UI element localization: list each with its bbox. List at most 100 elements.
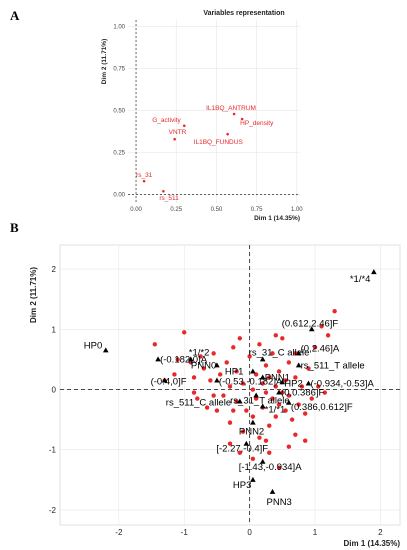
individual-point xyxy=(208,378,213,383)
individual-point xyxy=(231,345,236,350)
category-triangle xyxy=(187,356,194,362)
variable-label: VNTR xyxy=(169,129,187,136)
category-label: *1/*1 xyxy=(265,404,286,415)
category-label: *1/*2 xyxy=(189,347,210,358)
individual-point xyxy=(237,450,243,455)
panel-label-a: A xyxy=(10,8,20,23)
chart-b-xlabel: Dim 1 (14.35%) xyxy=(344,539,401,548)
x-tick-label-b: -2 xyxy=(115,528,123,537)
plot-area-a xyxy=(128,20,300,203)
category-label: rs_511_T allele xyxy=(301,360,365,371)
category-triangle xyxy=(259,458,266,464)
individual-point xyxy=(263,363,269,368)
individual-point xyxy=(325,333,331,338)
category-label: *1/*4 xyxy=(350,274,371,285)
category-label: [-1.43,-0.934]A xyxy=(239,462,303,473)
category-label: HP0 xyxy=(84,340,102,351)
panel-label-b: B xyxy=(10,220,19,235)
individual-point xyxy=(201,366,207,371)
variable-point xyxy=(240,117,244,121)
category-label: rs_31_C allele xyxy=(249,347,310,358)
individual-point xyxy=(280,336,285,341)
category-triangle xyxy=(155,356,161,362)
individual-point xyxy=(244,408,249,413)
individual-point xyxy=(227,441,233,446)
category-triangle xyxy=(250,419,256,425)
individual-point xyxy=(237,336,243,341)
category-triangle xyxy=(269,488,276,494)
y-tick-label-a: 0.75 xyxy=(113,67,125,73)
individual-point xyxy=(322,390,328,395)
individual-point xyxy=(227,420,233,425)
individual-point xyxy=(276,402,282,407)
variable-point xyxy=(173,137,176,141)
individual-point xyxy=(217,372,223,377)
y-tick-label-b: -2 xyxy=(49,506,57,515)
individual-point xyxy=(316,384,321,389)
individual-point xyxy=(270,396,275,401)
category-triangle xyxy=(253,392,259,398)
category-triangle xyxy=(161,377,168,383)
y-tick-label-b: 2 xyxy=(52,265,57,274)
category-triangle xyxy=(250,476,256,482)
individual-point xyxy=(211,351,216,356)
individual-point xyxy=(302,438,308,443)
category-triangle xyxy=(259,374,266,380)
category-triangle xyxy=(279,379,286,385)
x-tick-label-b: 1 xyxy=(313,528,318,537)
category-triangle xyxy=(214,377,220,383)
category-triangle xyxy=(295,362,302,368)
individual-point xyxy=(312,345,318,350)
individual-point xyxy=(257,342,262,347)
x-tick-label-b: 0 xyxy=(247,528,252,537)
category-triangle xyxy=(102,347,109,353)
individual-point xyxy=(286,360,292,365)
individual-point xyxy=(240,381,246,386)
category-label: (0.386,0.612]F xyxy=(291,402,353,413)
variable-point xyxy=(182,124,186,128)
individual-point xyxy=(231,408,236,413)
category-label: (-0.182,0]A xyxy=(160,354,208,365)
variable-point xyxy=(142,179,146,183)
category-triangle xyxy=(259,403,266,409)
variable-point xyxy=(162,189,165,193)
individual-point xyxy=(263,438,269,443)
individual-point xyxy=(286,393,292,398)
individual-point xyxy=(204,405,210,410)
individual-point xyxy=(267,375,272,380)
chart-a-title: Variables representation xyxy=(203,10,284,17)
individual-point xyxy=(175,357,180,362)
individual-point xyxy=(319,324,324,329)
individual-point xyxy=(273,414,278,419)
individual-point xyxy=(224,360,229,365)
variable-label: rs_511 xyxy=(159,195,179,202)
individual-point xyxy=(172,372,177,377)
category-label: (-0.53,-0.182]A xyxy=(219,376,283,387)
category-label: (-0.4,0]F xyxy=(151,376,187,387)
x-tick-label-a: 0.75 xyxy=(251,207,263,213)
category-label: rs_511_C allele xyxy=(166,398,231,409)
category-label: HP2 xyxy=(284,378,302,389)
individual-point xyxy=(191,390,197,395)
variable-label: IL1BQ_FUNDUS xyxy=(194,139,244,146)
category-label: (0.612,2.46]F xyxy=(282,318,339,329)
chart-a-ylabel: Dim 2 (11.71%) xyxy=(101,39,108,85)
category-label: PNN3 xyxy=(267,497,292,508)
y-tick-label-b: 1 xyxy=(52,325,57,334)
variable-point xyxy=(232,112,236,116)
individual-point xyxy=(250,456,256,461)
individual-point xyxy=(250,414,256,419)
variable-point xyxy=(226,132,229,136)
category-triangle xyxy=(286,399,292,405)
individual-point xyxy=(273,384,278,389)
x-tick-label-a: 1.00 xyxy=(291,207,303,213)
category-label: rs_31_T allele xyxy=(230,396,290,407)
category-label: PNN2 xyxy=(239,427,264,438)
individual-point xyxy=(283,408,288,413)
x-tick-label-b: 2 xyxy=(378,528,383,537)
individual-point xyxy=(302,411,308,416)
individual-point xyxy=(276,369,282,374)
individual-point xyxy=(211,393,216,398)
individual-point xyxy=(198,354,203,359)
